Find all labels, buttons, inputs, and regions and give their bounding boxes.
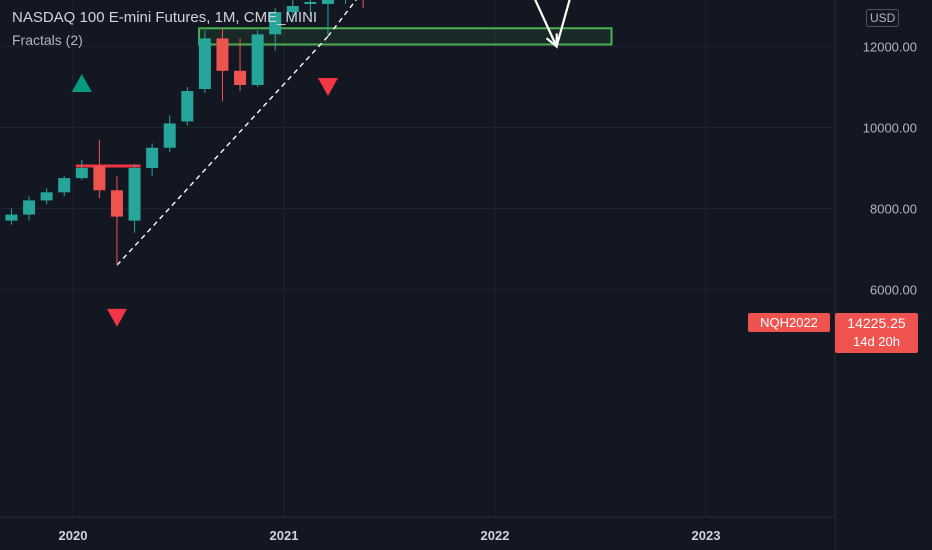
candlestick-series — [5, 0, 364, 266]
candle-body — [286, 6, 299, 13]
fractal-up-marker — [71, 73, 92, 92]
chart-annotations: 1.618(28597.50)1.272(25057.50) — [534, 0, 571, 49]
time-tick-label: 2022 — [481, 528, 510, 543]
time-tick-label: 2020 — [59, 528, 88, 543]
last-price-tag: 14225.25 14d 20h — [835, 313, 918, 353]
candle-body — [269, 12, 282, 35]
price-axis[interactable]: 30000.0028000.0026000.0024000.0022000.00… — [834, 0, 932, 550]
candle-body — [93, 165, 106, 191]
candle-body — [40, 192, 53, 201]
price-tick-label: 12000.00 — [863, 40, 917, 55]
indicator-label[interactable]: Fractals (2) — [12, 32, 83, 48]
candle-body — [23, 200, 36, 215]
candle-body — [5, 214, 18, 221]
time-axis-bg — [0, 517, 835, 550]
currency-button[interactable]: USD — [866, 9, 900, 27]
candle-body — [198, 38, 211, 90]
bar-countdown: 14d 20h — [853, 334, 900, 349]
candle-body — [251, 34, 264, 85]
price-tick-label: 10000.00 — [863, 121, 917, 136]
last-price-value: 14225.25 — [847, 315, 906, 331]
chart-annotations-under — [75, 0, 613, 266]
fractal-down-marker — [106, 308, 127, 327]
candle-body — [110, 190, 123, 217]
candle-body — [181, 91, 194, 122]
time-axis[interactable]: 2020 2021 2022 2023 — [0, 516, 835, 550]
projection-arrow-down — [534, 0, 558, 47]
trendline-upper — [327, 0, 357, 37]
price-tick-label: 6000.00 — [870, 283, 917, 298]
symbol-price-tag: NQH2022 — [748, 313, 830, 332]
fractal-down-marker — [317, 78, 338, 96]
price-tick-label: 8000.00 — [870, 202, 917, 217]
trendline-lower — [116, 35, 329, 266]
candle-body — [128, 168, 141, 221]
candle-body — [75, 168, 88, 179]
time-tick-label: 2021 — [270, 528, 299, 543]
price-axis-bg — [835, 0, 932, 550]
candle-body — [234, 70, 247, 85]
candle-body — [146, 147, 159, 168]
time-tick-label: 2023 — [692, 528, 721, 543]
chart-title: NASDAQ 100 E-mini Futures, 1M, CME_MINI — [12, 9, 318, 26]
candle-body — [321, 0, 334, 4]
support-zone-rect — [198, 27, 613, 46]
candle-body — [304, 1, 317, 4]
candle-body — [58, 178, 71, 193]
candle-body — [216, 38, 229, 71]
chart-grid — [0, 0, 835, 517]
candle-body — [163, 123, 176, 148]
fractal-markers — [71, 73, 338, 327]
